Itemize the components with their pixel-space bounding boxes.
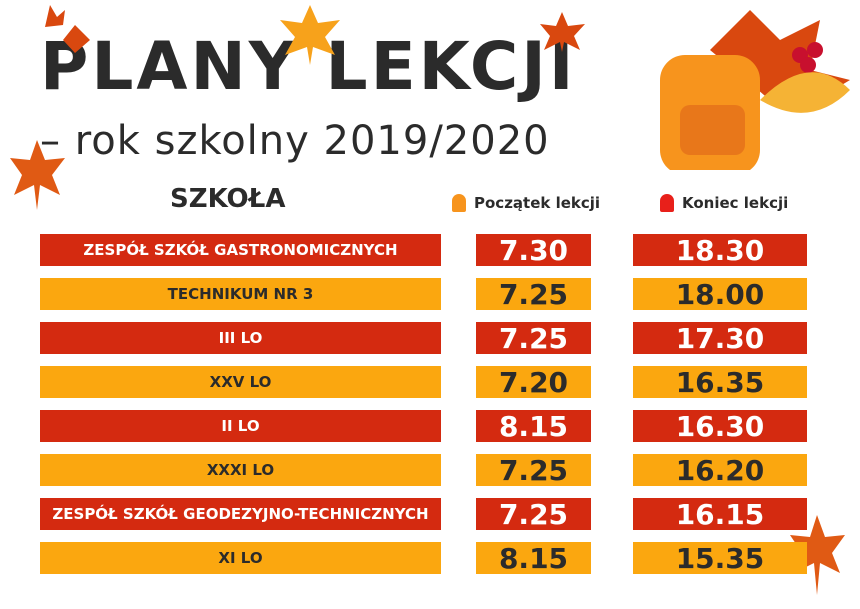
maple-leaf-icon [540,12,585,52]
autumn-backpack-illustration [660,10,850,170]
end-time: 16.30 [633,410,807,443]
start-time: 7.25 [476,278,591,311]
maple-leaf-icon [280,5,340,65]
start-header-label: Początek lekcji [474,194,601,212]
end-time: 18.00 [633,278,807,311]
school-name: XXV LO [40,366,441,398]
maple-leaf-icon [45,5,90,53]
start-column-header: Początek lekcji [452,194,600,212]
bell-icon [452,194,466,212]
start-time: 8.15 [476,542,591,575]
school-name: II LO [40,410,441,442]
school-name: ZESPÓŁ SZKÓŁ GEODEZYJNO-TECHNICZNYCH [40,498,441,530]
start-time: 7.30 [476,234,591,267]
school-name: TECHNIKUM NR 3 [40,278,441,310]
school-column-header: SZKOŁA [170,184,286,214]
start-time: 8.15 [476,410,591,443]
end-time: 16.20 [633,454,807,487]
end-time: 16.35 [633,366,807,399]
end-time: 17.30 [633,322,807,355]
school-name: III LO [40,322,441,354]
start-time: 7.20 [476,366,591,399]
end-time: 15.35 [633,542,807,575]
end-time: 16.15 [633,498,807,531]
end-time: 18.30 [633,234,807,267]
start-time: 7.25 [476,454,591,487]
maple-leaf-icon [10,140,65,210]
bell-icon [660,194,674,212]
school-name: XI LO [40,542,441,574]
start-time: 7.25 [476,498,591,531]
school-name: XXXI LO [40,454,441,486]
start-time: 7.25 [476,322,591,355]
school-name: ZESPÓŁ SZKÓŁ GASTRONOMICZNYCH [40,234,441,266]
end-column-header: Koniec lekcji [660,194,788,212]
page-subtitle: – rok szkolny 2019/2020 [40,118,550,164]
end-header-label: Koniec lekcji [682,194,789,212]
maple-leaf-icon [790,515,845,595]
